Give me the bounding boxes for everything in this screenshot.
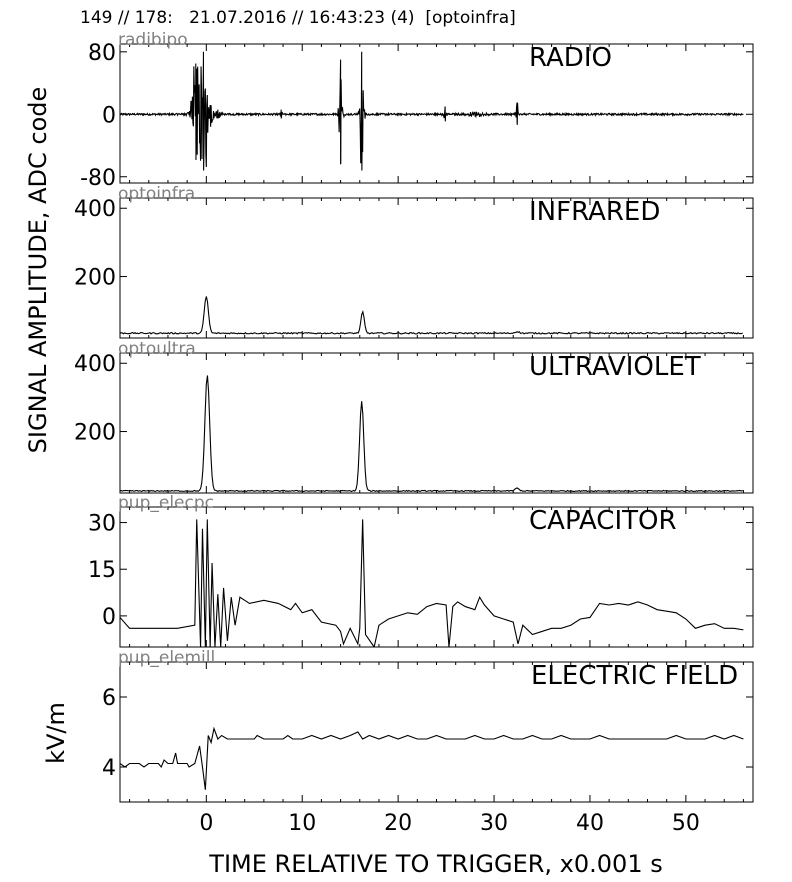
y-tick-label: 6 — [102, 686, 116, 711]
channel-label: pup_elemill — [118, 648, 215, 668]
channel-label: radibipo — [118, 30, 188, 50]
y-tick-label: 400 — [74, 352, 116, 377]
y-axis-label: SIGNAL AMPLITUDE, ADC code — [24, 87, 52, 454]
y-tick-label: 80 — [88, 41, 116, 66]
panel-radibipo: 80 0 -80 radibipo RADIO — [80, 30, 754, 191]
x-tick-label: 40 — [576, 811, 604, 836]
x-tick-label: 0 — [199, 811, 213, 836]
panel-title: ULTRAVIOLET — [529, 352, 701, 382]
x-tick-label: 50 — [672, 811, 700, 836]
y-tick-label: 15 — [88, 558, 116, 583]
panel-title: INFRARED — [529, 197, 660, 227]
y-tick-label: 400 — [74, 197, 116, 222]
y-axis-label-efield: kV/m — [42, 702, 70, 764]
y-tick-label: 0 — [102, 605, 116, 630]
series-line-radibipo — [120, 51, 744, 171]
x-tick-label: 30 — [480, 811, 508, 836]
series-line-optoinfra — [120, 296, 743, 335]
y-tick-label: 30 — [88, 512, 116, 537]
panel-optoinfra: 400 200 optoinfra INFRARED — [74, 184, 754, 339]
panel-optoultra: 400 200 optoultra ULTRAVIOLET — [74, 339, 754, 494]
channel-label: optoinfra — [118, 184, 195, 204]
x-axis-label: TIME RELATIVE TO TRIGGER, x0.001 s — [208, 850, 662, 878]
panel-title: RADIO — [529, 43, 612, 73]
y-tick-label: 0 — [102, 103, 116, 128]
chart-header: 149 // 178: 21.07.2016 // 16:43:23 (4) [… — [80, 8, 516, 28]
x-tick-label: 20 — [384, 811, 412, 836]
y-tick-label: 200 — [74, 421, 116, 446]
series-line-optoultra — [120, 375, 743, 493]
x-tick-label: 10 — [288, 811, 316, 836]
panel-pup_elemill: 6 4 pup_elemill ELECTRIC FIELD — [102, 648, 754, 803]
channel-label: pup_elecpc — [118, 493, 214, 513]
series-line-pup_elemill — [120, 726, 744, 790]
series-line-pup_elecpc — [120, 519, 744, 647]
y-tick-label: 200 — [74, 266, 116, 291]
channel-label: optoultra — [118, 339, 196, 359]
y-tick-label: -80 — [80, 166, 116, 191]
panel-pup_elecpc: 30 15 0 pup_elecpc CAPACITOR — [88, 493, 754, 648]
panel-title: ELECTRIC FIELD — [531, 661, 738, 691]
panel-title: CAPACITOR — [529, 506, 677, 536]
y-tick-label: 4 — [102, 756, 116, 781]
